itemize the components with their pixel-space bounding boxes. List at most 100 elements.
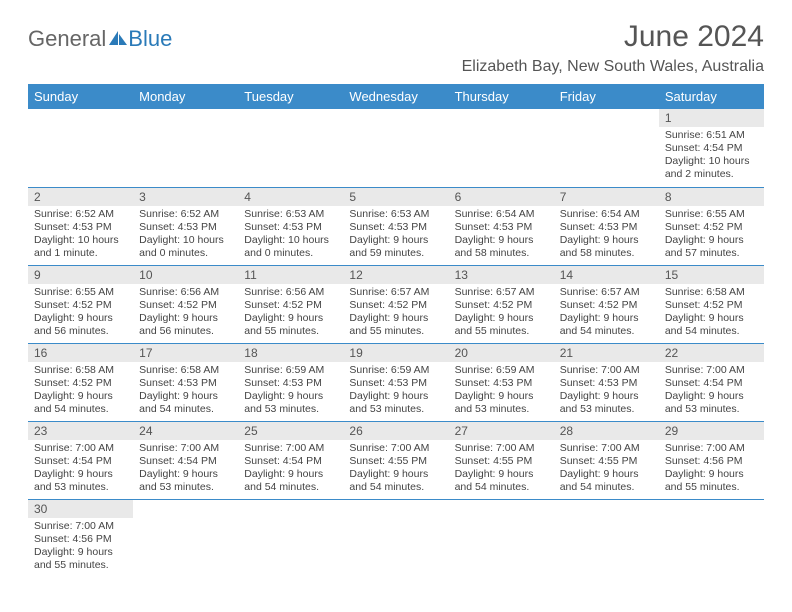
day-detail-line: Sunrise: 7:00 AM: [244, 442, 337, 455]
day-number: 18: [238, 344, 343, 362]
day-number: 6: [449, 188, 554, 206]
day-detail-line: Sunset: 4:52 PM: [349, 299, 442, 312]
day-details: Sunrise: 6:56 AMSunset: 4:52 PMDaylight:…: [238, 284, 343, 343]
day-detail-line: Sunset: 4:53 PM: [349, 221, 442, 234]
day-number: 21: [554, 344, 659, 362]
day-detail-line: and 53 minutes.: [34, 481, 127, 494]
day-detail-line: Sunrise: 6:58 AM: [665, 286, 758, 299]
day-details: Sunrise: 6:53 AMSunset: 4:53 PMDaylight:…: [343, 206, 448, 265]
calendar-day-cell: [238, 499, 343, 577]
day-detail-line: Daylight: 9 hours: [349, 468, 442, 481]
day-number: 28: [554, 422, 659, 440]
day-details: Sunrise: 6:54 AMSunset: 4:53 PMDaylight:…: [449, 206, 554, 265]
day-detail-line: and 59 minutes.: [349, 247, 442, 260]
day-detail-line: Daylight: 9 hours: [34, 468, 127, 481]
calendar-day-cell: 27Sunrise: 7:00 AMSunset: 4:55 PMDayligh…: [449, 421, 554, 499]
day-detail-line: Sunrise: 6:58 AM: [34, 364, 127, 377]
day-number: 29: [659, 422, 764, 440]
calendar-day-cell: 24Sunrise: 7:00 AMSunset: 4:54 PMDayligh…: [133, 421, 238, 499]
calendar-day-cell: 26Sunrise: 7:00 AMSunset: 4:55 PMDayligh…: [343, 421, 448, 499]
day-details: Sunrise: 6:53 AMSunset: 4:53 PMDaylight:…: [238, 206, 343, 265]
day-detail-line: and 53 minutes.: [349, 403, 442, 416]
day-number: 10: [133, 266, 238, 284]
day-detail-line: and 54 minutes.: [665, 325, 758, 338]
day-detail-line: Daylight: 9 hours: [455, 390, 548, 403]
calendar-day-cell: [554, 499, 659, 577]
day-detail-line: and 55 minutes.: [244, 325, 337, 338]
day-detail-line: Sunrise: 6:59 AM: [244, 364, 337, 377]
day-detail-line: Sunset: 4:52 PM: [244, 299, 337, 312]
day-detail-line: Sunset: 4:52 PM: [34, 377, 127, 390]
calendar-table: Sunday Monday Tuesday Wednesday Thursday…: [28, 84, 764, 577]
day-details: Sunrise: 7:00 AMSunset: 4:54 PMDaylight:…: [133, 440, 238, 499]
day-details: Sunrise: 6:58 AMSunset: 4:53 PMDaylight:…: [133, 362, 238, 421]
day-detail-line: Sunset: 4:53 PM: [455, 221, 548, 234]
day-detail-line: Sunrise: 7:00 AM: [560, 442, 653, 455]
day-details: Sunrise: 7:00 AMSunset: 4:56 PMDaylight:…: [659, 440, 764, 499]
weekday-header-row: Sunday Monday Tuesday Wednesday Thursday…: [28, 84, 764, 109]
day-number: 9: [28, 266, 133, 284]
day-details: Sunrise: 7:00 AMSunset: 4:54 PMDaylight:…: [238, 440, 343, 499]
calendar-day-cell: [449, 109, 554, 187]
day-detail-line: Sunrise: 6:54 AM: [560, 208, 653, 221]
day-details: Sunrise: 6:52 AMSunset: 4:53 PMDaylight:…: [28, 206, 133, 265]
calendar-day-cell: 21Sunrise: 7:00 AMSunset: 4:53 PMDayligh…: [554, 343, 659, 421]
day-detail-line: Sunrise: 7:00 AM: [665, 364, 758, 377]
day-detail-line: Daylight: 9 hours: [139, 390, 232, 403]
calendar-day-cell: [238, 109, 343, 187]
day-detail-line: Sunrise: 6:53 AM: [349, 208, 442, 221]
day-detail-line: Daylight: 9 hours: [455, 468, 548, 481]
day-detail-line: Sunset: 4:53 PM: [139, 377, 232, 390]
logo-text-blue: Blue: [128, 26, 172, 52]
day-detail-line: Daylight: 9 hours: [349, 312, 442, 325]
day-detail-line: Sunset: 4:53 PM: [244, 221, 337, 234]
day-detail-line: Sunrise: 6:55 AM: [34, 286, 127, 299]
day-detail-line: and 53 minutes.: [455, 403, 548, 416]
calendar-week-row: 23Sunrise: 7:00 AMSunset: 4:54 PMDayligh…: [28, 421, 764, 499]
day-detail-line: Sunrise: 6:53 AM: [244, 208, 337, 221]
day-detail-line: Daylight: 10 hours: [139, 234, 232, 247]
day-number: 30: [28, 500, 133, 518]
day-detail-line: Sunrise: 6:55 AM: [665, 208, 758, 221]
day-detail-line: and 54 minutes.: [560, 481, 653, 494]
calendar-day-cell: 2Sunrise: 6:52 AMSunset: 4:53 PMDaylight…: [28, 187, 133, 265]
day-detail-line: and 0 minutes.: [244, 247, 337, 260]
day-number: 13: [449, 266, 554, 284]
day-number: 2: [28, 188, 133, 206]
day-detail-line: Sunrise: 7:00 AM: [34, 520, 127, 533]
day-detail-line: Daylight: 9 hours: [455, 234, 548, 247]
day-detail-line: Sunset: 4:53 PM: [244, 377, 337, 390]
day-detail-line: Daylight: 9 hours: [349, 390, 442, 403]
day-detail-line: Sunset: 4:54 PM: [139, 455, 232, 468]
calendar-day-cell: [449, 499, 554, 577]
day-number: 3: [133, 188, 238, 206]
day-number: 19: [343, 344, 448, 362]
calendar-day-cell: 22Sunrise: 7:00 AMSunset: 4:54 PMDayligh…: [659, 343, 764, 421]
calendar-week-row: 9Sunrise: 6:55 AMSunset: 4:52 PMDaylight…: [28, 265, 764, 343]
day-number: 25: [238, 422, 343, 440]
day-detail-line: and 53 minutes.: [244, 403, 337, 416]
day-details: Sunrise: 7:00 AMSunset: 4:56 PMDaylight:…: [28, 518, 133, 577]
day-details: Sunrise: 6:59 AMSunset: 4:53 PMDaylight:…: [449, 362, 554, 421]
day-details: Sunrise: 6:55 AMSunset: 4:52 PMDaylight:…: [28, 284, 133, 343]
day-detail-line: Sunrise: 6:57 AM: [349, 286, 442, 299]
day-detail-line: and 56 minutes.: [34, 325, 127, 338]
day-number: 11: [238, 266, 343, 284]
day-detail-line: Sunset: 4:53 PM: [34, 221, 127, 234]
day-detail-line: and 55 minutes.: [349, 325, 442, 338]
location-subtitle: Elizabeth Bay, New South Wales, Australi…: [28, 58, 764, 76]
day-detail-line: and 55 minutes.: [34, 559, 127, 572]
day-number: 8: [659, 188, 764, 206]
day-detail-line: and 53 minutes.: [560, 403, 653, 416]
day-detail-line: Sunset: 4:53 PM: [139, 221, 232, 234]
logo-text-general: General: [28, 26, 106, 52]
calendar-day-cell: [133, 109, 238, 187]
day-detail-line: Daylight: 9 hours: [244, 468, 337, 481]
day-detail-line: Daylight: 9 hours: [560, 468, 653, 481]
calendar-day-cell: 3Sunrise: 6:52 AMSunset: 4:53 PMDaylight…: [133, 187, 238, 265]
day-detail-line: and 53 minutes.: [139, 481, 232, 494]
day-detail-line: Sunset: 4:56 PM: [665, 455, 758, 468]
day-detail-line: Daylight: 9 hours: [665, 468, 758, 481]
day-details: Sunrise: 6:59 AMSunset: 4:53 PMDaylight:…: [343, 362, 448, 421]
day-detail-line: and 57 minutes.: [665, 247, 758, 260]
